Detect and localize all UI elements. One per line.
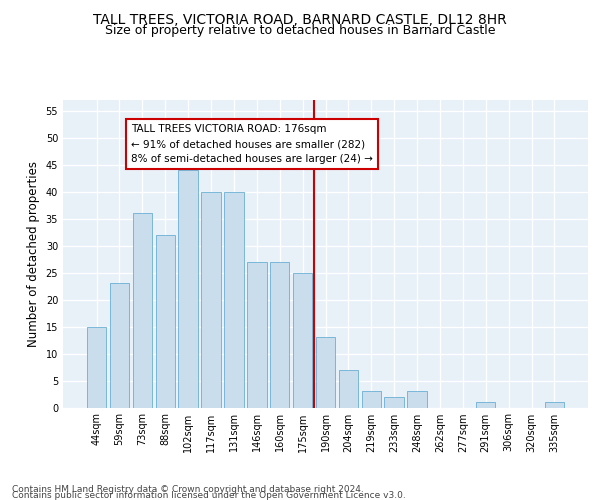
Bar xyxy=(545,402,564,407)
Text: TALL TREES, VICTORIA ROAD, BARNARD CASTLE, DL12 8HR: TALL TREES, VICTORIA ROAD, BARNARD CASTL… xyxy=(93,12,507,26)
Bar xyxy=(362,392,381,407)
Bar xyxy=(110,284,129,408)
Text: Contains HM Land Registry data © Crown copyright and database right 2024.: Contains HM Land Registry data © Crown c… xyxy=(12,485,364,494)
Text: Size of property relative to detached houses in Barnard Castle: Size of property relative to detached ho… xyxy=(105,24,495,37)
Bar xyxy=(87,326,106,407)
Bar xyxy=(385,396,404,407)
Bar xyxy=(178,170,198,408)
Text: TALL TREES VICTORIA ROAD: 176sqm
← 91% of detached houses are smaller (282)
8% o: TALL TREES VICTORIA ROAD: 176sqm ← 91% o… xyxy=(131,124,373,164)
Bar xyxy=(476,402,496,407)
Bar xyxy=(338,370,358,408)
Bar xyxy=(224,192,244,408)
Bar xyxy=(293,272,313,407)
Bar xyxy=(247,262,266,408)
Y-axis label: Number of detached properties: Number of detached properties xyxy=(27,161,40,347)
Bar xyxy=(316,338,335,407)
Bar xyxy=(270,262,289,408)
Bar xyxy=(155,235,175,408)
Bar xyxy=(202,192,221,408)
Text: Contains public sector information licensed under the Open Government Licence v3: Contains public sector information licen… xyxy=(12,491,406,500)
Bar xyxy=(133,214,152,408)
Bar xyxy=(407,392,427,407)
